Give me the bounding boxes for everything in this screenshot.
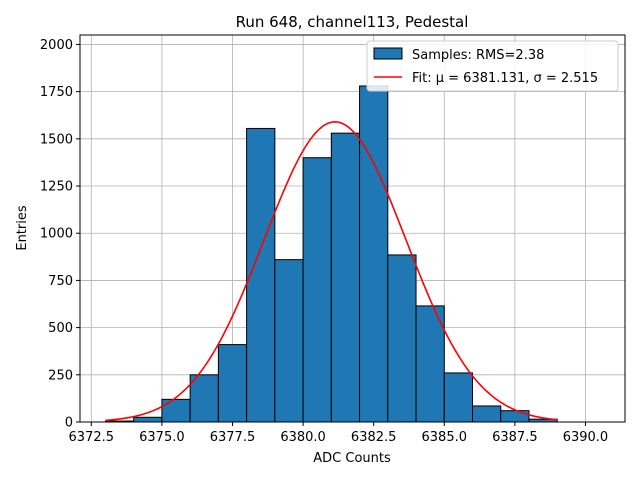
y-tick-label: 1250 [40,180,73,195]
x-tick-label: 6390.0 [563,430,609,445]
x-tick-label: 6385.0 [422,430,468,445]
histogram-bar [274,259,304,423]
legend-box [366,40,619,92]
x-tick-label: 6387.5 [492,430,538,445]
histogram-bar [443,372,474,423]
histogram-bar [302,157,332,423]
y-tick-label: 2000 [40,38,73,53]
legend: Samples: RMS=2.38 Fit: μ = 6381.131, σ = … [366,40,619,92]
x-axis-ticks: 6372.5 6375.0 6377.5 6380.0 6382.5 6385.0 6387… [69,422,609,445]
histogram-bars [104,85,558,423]
x-tick-label: 6382.5 [351,430,397,445]
histogram-bar [415,305,445,423]
y-tick-label: 0 [65,416,73,431]
histogram-bar [387,254,417,423]
x-tick-label: 6372.5 [69,430,115,445]
histogram-bar [472,405,502,423]
y-tick-label: 750 [48,274,73,289]
x-tick-label: 6375.0 [139,430,185,445]
y-tick-label: 1000 [40,227,73,242]
histogram-bar [161,398,191,423]
histogram-bar [330,132,361,423]
histogram-bar [359,85,389,423]
legend-label-fit: Fit: μ = 6381.131, σ = 2.515 [412,71,598,86]
x-tick-label: 6377.5 [210,430,256,445]
histogram-bar [217,344,248,423]
y-axis-ticks: 0 250 500 750 1000 1250 1500 1750 2000 [40,38,80,431]
histogram-bar [500,410,530,423]
legend-label-samples: Samples: RMS=2.38 [412,48,544,63]
x-tick-label: 6380.0 [280,430,326,445]
y-tick-label: 250 [48,368,73,383]
y-axis-label: Entries [15,205,30,251]
plot-frame [79,34,626,423]
y-tick-label: 1750 [40,85,73,100]
x-axis-label: ADC Counts [313,451,391,466]
fit-curve [105,121,558,422]
y-tick-label: 500 [48,321,73,336]
chart-title: Run 648, channel113, Pedestal [236,13,469,31]
histogram-bar [189,374,219,423]
legend-swatch-samples [373,47,403,60]
histogram-bar [133,416,163,423]
y-tick-label: 1500 [40,132,73,147]
